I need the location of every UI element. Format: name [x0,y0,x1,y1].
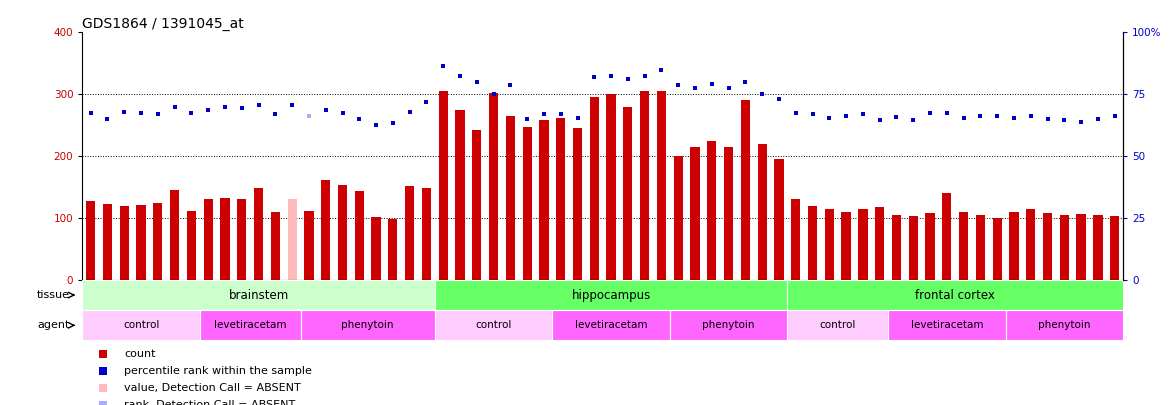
Bar [674,156,683,280]
Bar [707,141,716,280]
Text: tissue: tissue [36,290,69,300]
Text: rank, Detection Call = ABSENT: rank, Detection Call = ABSENT [123,400,295,405]
Bar [120,206,129,280]
Bar [875,207,884,280]
Bar [338,185,347,280]
Text: phenytoin: phenytoin [702,320,755,330]
Bar [1027,209,1035,280]
Bar [1110,216,1120,280]
Bar [757,144,767,280]
Bar [824,209,834,280]
Bar [301,310,435,341]
Bar [1005,310,1123,341]
Bar [670,310,788,341]
Bar [842,212,850,280]
Bar [788,280,1123,310]
Bar [888,310,1005,341]
Bar [435,280,788,310]
Bar [724,147,733,280]
Bar [858,209,868,280]
Bar [270,212,280,280]
Text: control: control [820,320,856,330]
Bar [82,280,435,310]
Text: frontal cortex: frontal cortex [915,288,995,302]
Bar [372,217,381,280]
Text: levetiracetam: levetiracetam [910,320,983,330]
Bar [435,310,553,341]
Bar [405,186,414,280]
Bar [187,211,196,280]
Text: control: control [475,320,512,330]
Bar [522,127,532,280]
Bar [958,212,968,280]
Bar [1043,213,1053,280]
Bar [455,111,465,280]
Bar [506,116,515,280]
Bar [171,190,179,280]
Bar [741,100,750,280]
Bar [926,213,935,280]
Bar [238,199,247,280]
Bar [1060,215,1069,280]
Bar [942,193,951,280]
Bar [993,218,1002,280]
Text: count: count [123,349,155,359]
Bar [657,91,666,280]
Text: GDS1864 / 1391045_at: GDS1864 / 1391045_at [82,17,245,31]
Bar [388,219,397,280]
Bar [220,198,229,280]
Bar [540,120,548,280]
Bar [556,118,566,280]
Text: hippocampus: hippocampus [572,288,650,302]
Bar [774,159,783,280]
Text: value, Detection Call = ABSENT: value, Detection Call = ABSENT [123,383,301,392]
Text: phenytoin: phenytoin [1038,320,1090,330]
Bar [288,200,296,280]
Bar [305,211,314,280]
Bar [791,200,801,280]
Bar [86,201,95,280]
Text: levetiracetam: levetiracetam [575,320,647,330]
Bar [909,216,917,280]
Bar [808,206,817,280]
Bar [788,310,888,341]
Bar [607,94,616,280]
Bar [489,93,499,280]
Text: agent: agent [38,320,69,330]
Bar [891,215,901,280]
Bar [640,91,649,280]
Bar [690,147,700,280]
Bar [254,188,263,280]
Bar [1094,215,1103,280]
Bar [473,130,481,280]
Bar [200,310,301,341]
Bar [1076,214,1085,280]
Text: phenytoin: phenytoin [341,320,394,330]
Bar [1009,212,1018,280]
Bar [623,107,633,280]
Text: levetiracetam: levetiracetam [214,320,287,330]
Bar [355,192,363,280]
Bar [553,310,670,341]
Bar [321,180,330,280]
Bar [589,97,599,280]
Bar [153,202,162,280]
Bar [136,205,146,280]
Bar [82,310,200,341]
Text: brainstem: brainstem [228,288,288,302]
Text: control: control [122,320,159,330]
Bar [439,91,448,280]
Bar [573,128,582,280]
Bar [102,205,112,280]
Bar [203,200,213,280]
Bar [976,215,985,280]
Bar [422,188,432,280]
Text: percentile rank within the sample: percentile rank within the sample [123,366,312,376]
